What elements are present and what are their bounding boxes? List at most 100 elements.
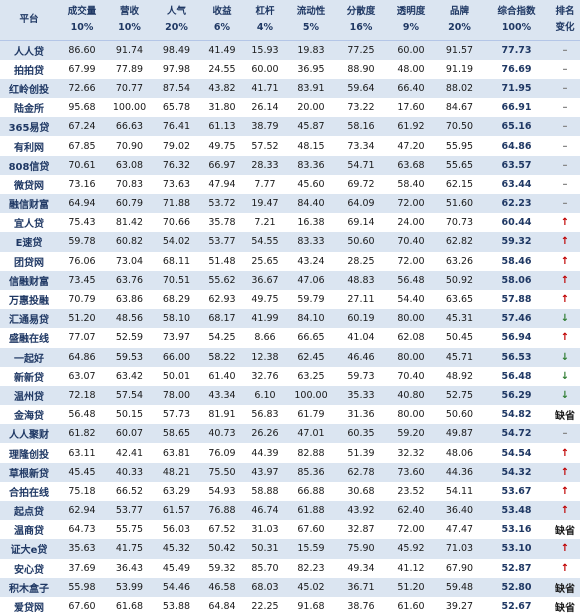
metric-value: 63.76 <box>106 271 153 290</box>
metric-value: 58.88 <box>244 482 286 501</box>
metric-value: 50.60 <box>436 405 483 424</box>
metric-value: 40.80 <box>386 386 436 405</box>
composite-score: 57.46 <box>483 309 550 328</box>
metric-value: 53.99 <box>106 578 153 597</box>
metric-value: 62.78 <box>336 463 386 482</box>
metric-value: 68.03 <box>244 578 286 597</box>
metric-value: 73.97 <box>153 328 200 347</box>
metric-value: 19.83 <box>286 41 336 60</box>
metric-value: 70.66 <box>153 213 200 232</box>
metric-value: 15.93 <box>244 41 286 60</box>
metric-value: 91.19 <box>436 60 483 79</box>
metric-value: 72.00 <box>386 252 436 271</box>
metric-value: 41.12 <box>386 559 436 578</box>
metric-value: 6.10 <box>244 386 286 405</box>
metric-value: 70.61 <box>58 156 106 175</box>
metric-value: 7.77 <box>244 175 286 194</box>
metric-value: 50.01 <box>153 367 200 386</box>
column-header-weight: 10% <box>106 20 153 36</box>
metric-value: 46.46 <box>336 348 386 367</box>
metric-value: 70.90 <box>106 136 153 155</box>
platform-name: 365易贷 <box>0 117 58 136</box>
metric-value: 47.01 <box>286 424 336 443</box>
platform-name: 融信财富 <box>0 194 58 213</box>
platform-name: 新新贷 <box>0 367 58 386</box>
platform-name: 万惠投融 <box>0 290 58 309</box>
platform-name: 陆金所 <box>0 98 58 117</box>
composite-score: 54.82 <box>483 405 550 424</box>
metric-value: 55.65 <box>436 156 483 175</box>
column-header-name: 综合指数 <box>483 4 550 20</box>
metric-value: 45.71 <box>436 348 483 367</box>
metric-value: 43.97 <box>244 463 286 482</box>
metric-value: 62.40 <box>386 501 436 520</box>
metric-value: 80.00 <box>386 405 436 424</box>
metric-value: 88.90 <box>336 60 386 79</box>
platform-name: 草根新贷 <box>0 463 58 482</box>
metric-value: 36.95 <box>286 60 336 79</box>
arrow-down-icon: ↓ <box>550 386 580 405</box>
metric-value: 70.77 <box>106 79 153 98</box>
metric-value: 70.83 <box>106 175 153 194</box>
metric-value: 88.02 <box>436 79 483 98</box>
metric-value: 100.00 <box>286 386 336 405</box>
composite-score: 59.32 <box>483 232 550 251</box>
rank-change: 缺省 <box>550 405 580 424</box>
metric-value: 26.26 <box>244 424 286 443</box>
metric-value: 63.86 <box>106 290 153 309</box>
metric-value: 41.71 <box>244 79 286 98</box>
metric-value: 16.38 <box>286 213 336 232</box>
metric-value: 84.40 <box>286 194 336 213</box>
metric-value: 77.25 <box>336 41 386 60</box>
platform-name: 汇通易贷 <box>0 309 58 328</box>
metric-value: 45.32 <box>153 539 200 558</box>
metric-value: 63.81 <box>153 443 200 462</box>
arrow-up-icon: ↑ <box>550 501 580 520</box>
metric-value: 50.92 <box>436 271 483 290</box>
rank-change: 缺省 <box>550 520 580 539</box>
metric-value: 62.15 <box>436 175 483 194</box>
metric-value: 55.62 <box>200 271 244 290</box>
metric-value: 72.18 <box>58 386 106 405</box>
column-header-name: 营收 <box>106 4 153 20</box>
composite-score: 52.87 <box>483 559 550 578</box>
metric-value: 75.50 <box>200 463 244 482</box>
metric-value: 49.75 <box>244 290 286 309</box>
metric-value: 83.33 <box>286 232 336 251</box>
metric-value: 69.14 <box>336 213 386 232</box>
metric-value: 59.53 <box>106 348 153 367</box>
metric-value: 61.40 <box>200 367 244 386</box>
composite-score: 65.16 <box>483 117 550 136</box>
metric-value: 63.08 <box>106 156 153 175</box>
composite-score: 62.23 <box>483 194 550 213</box>
metric-value: 67.60 <box>58 597 106 616</box>
metric-value: 71.88 <box>153 194 200 213</box>
column-header-weight: 100% <box>483 20 550 36</box>
composite-score: 58.06 <box>483 271 550 290</box>
metric-value: 73.45 <box>58 271 106 290</box>
metric-value: 32.87 <box>336 520 386 539</box>
metric-value: 39.27 <box>436 597 483 616</box>
metric-value: 53.77 <box>200 232 244 251</box>
metric-value: 47.47 <box>436 520 483 539</box>
metric-value: 38.79 <box>244 117 286 136</box>
metric-value: 66.40 <box>386 79 436 98</box>
column-header-name: 成交量 <box>58 4 106 20</box>
metric-value: 70.79 <box>58 290 106 309</box>
metric-value: 61.68 <box>106 597 153 616</box>
metric-value: 46.74 <box>244 501 286 520</box>
column-header-weight: 9% <box>386 20 436 36</box>
metric-value: 54.55 <box>244 232 286 251</box>
metric-value: 54.11 <box>436 482 483 501</box>
metric-value: 78.00 <box>153 386 200 405</box>
metric-value: 43.24 <box>286 252 336 271</box>
metric-value: 100.00 <box>106 98 153 117</box>
metric-value: 66.00 <box>153 348 200 367</box>
composite-score: 66.91 <box>483 98 550 117</box>
